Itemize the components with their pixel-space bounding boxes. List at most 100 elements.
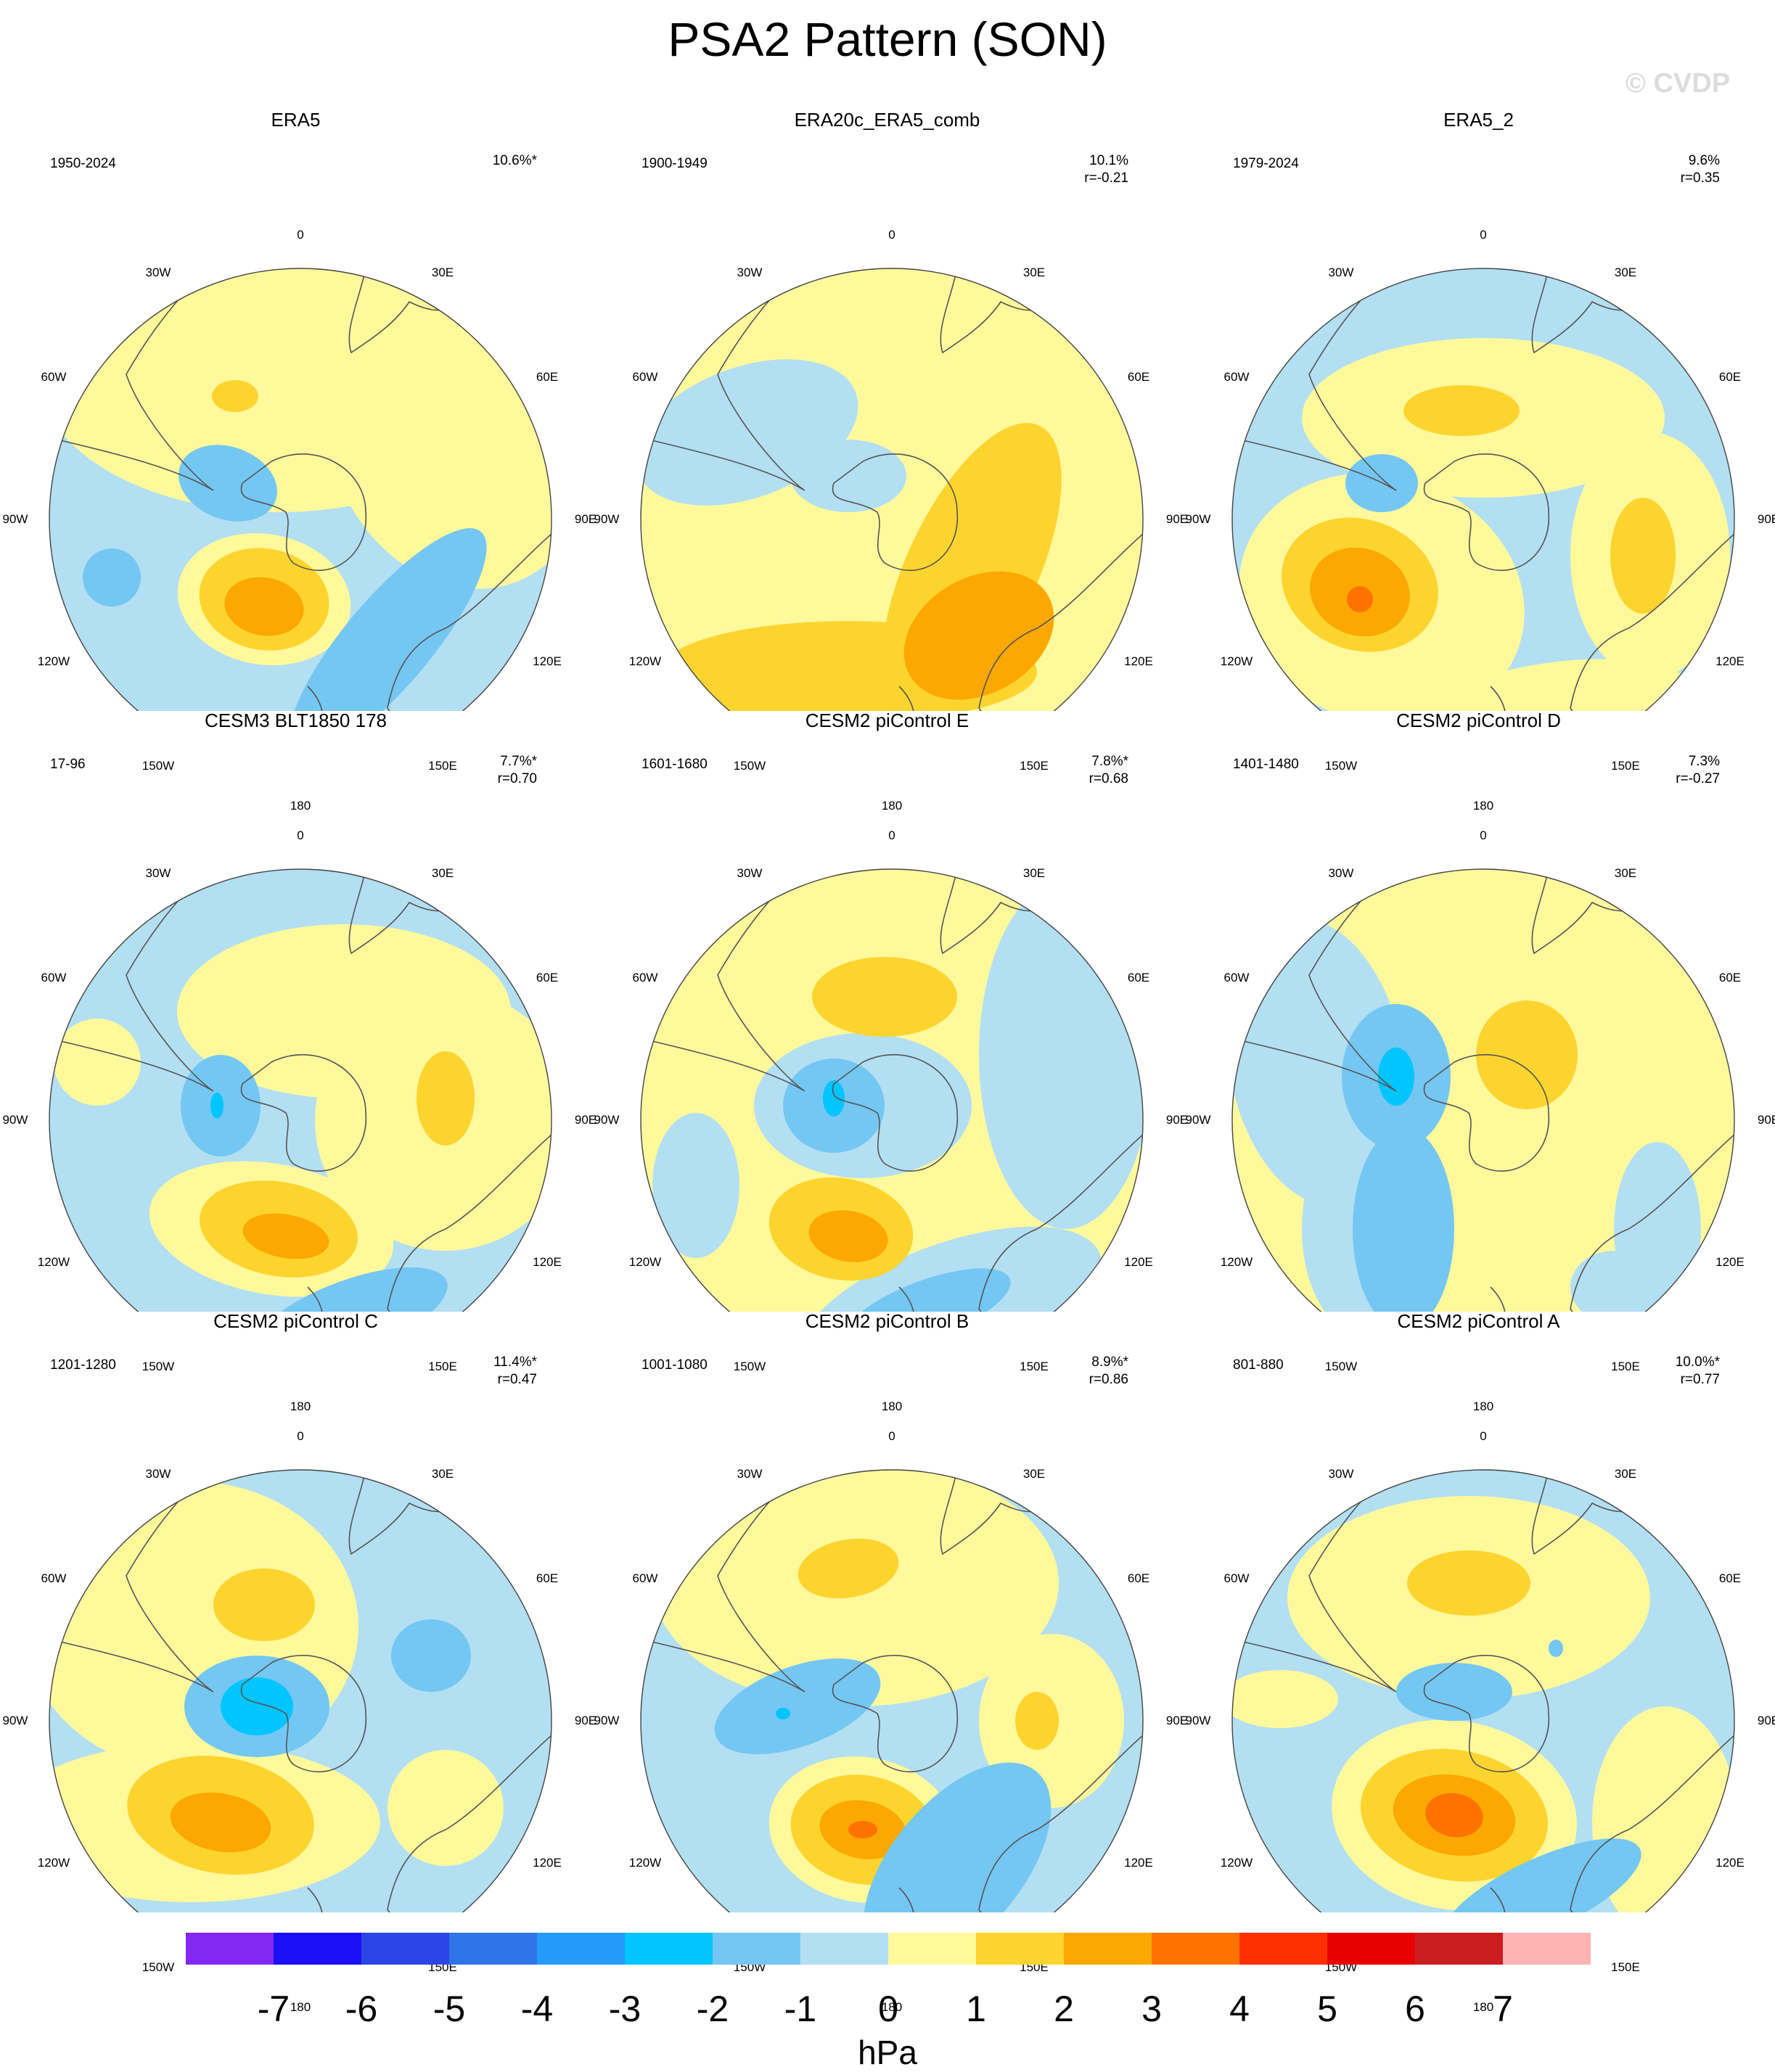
- coastline: [1239, 1470, 1397, 1693]
- contour-region: [714, 1658, 881, 1754]
- panel-percent: 8.9%*: [1091, 1354, 1128, 1370]
- longitude-label: 90E: [1165, 512, 1189, 526]
- longitude-label: 120W: [1220, 1856, 1253, 1870]
- coastline: [1531, 1470, 1644, 1555]
- longitude-label: 120E: [1124, 1856, 1153, 1870]
- longitude-label: 60E: [536, 971, 559, 984]
- longitude-label: 30E: [1614, 866, 1637, 880]
- longitude-label: 120E: [1715, 654, 1745, 668]
- contour-region: [391, 1619, 471, 1692]
- coastline: [285, 686, 324, 711]
- longitude-label: 120W: [628, 654, 662, 668]
- contour-region: [776, 1708, 790, 1719]
- panel-title: CESM3 BLT1850 178: [205, 710, 387, 731]
- coastline: [1468, 686, 1507, 711]
- longitude-label: 90W: [2, 512, 28, 526]
- colorbar-tick-label: -3: [608, 1989, 641, 2029]
- map-boundary: [49, 268, 552, 711]
- contour-region: [790, 440, 906, 512]
- longitude-label: 0: [888, 228, 895, 242]
- colorbar-swatch: [274, 1933, 361, 1965]
- map-panel: CESM2 piControl C 1201-1280 11.4%* r=0.47 0 1…: [0, 1310, 597, 2014]
- coastline: [940, 869, 1052, 955]
- longitude-label: 0: [1480, 829, 1487, 842]
- colorbar-swatch: [625, 1933, 713, 1965]
- contour-region: [863, 1762, 1052, 1912]
- longitude-label: 120E: [1715, 1255, 1745, 1269]
- longitude-label: 30W: [1328, 1467, 1354, 1481]
- panel-years: 801-880: [1233, 1357, 1284, 1373]
- longitude-label: 180: [881, 1399, 903, 1413]
- panel-title: CESM2 piControl E: [805, 710, 970, 731]
- panel-title: CESM2 piControl B: [805, 1310, 970, 1332]
- longitude-label: 30E: [1022, 866, 1046, 880]
- coastline: [877, 1887, 915, 1912]
- contour-region: [1347, 586, 1373, 612]
- map-panel: CESM2 piControl A 801-880 10.0%* r=0.77 0 180…: [1183, 1310, 1775, 2014]
- polar-map: [49, 868, 552, 1312]
- longitude-label: 90W: [2, 1714, 28, 1727]
- coastline: [1570, 1735, 1734, 1912]
- map-boundary: [49, 1469, 552, 1912]
- longitude-label: 90W: [594, 1113, 620, 1127]
- longitude-label: 90E: [1757, 512, 1775, 526]
- longitude-label: 150W: [142, 1960, 175, 1974]
- longitude-label: 30E: [1614, 1467, 1637, 1481]
- coastline: [57, 1470, 214, 1693]
- panel-percent: 10.0%*: [1675, 1354, 1720, 1370]
- colorbar-swatch: [1239, 1933, 1327, 1965]
- coastline: [940, 268, 1052, 354]
- longitude-label: 30W: [145, 866, 171, 880]
- panel-stats: 8.9%* r=0.86: [1012, 1354, 1128, 1389]
- colorbar-units: hPa: [858, 2034, 917, 2071]
- panel-years: 1201-1280: [50, 1357, 116, 1373]
- longitude-label: 30W: [1328, 266, 1354, 279]
- longitude-label: 60W: [1223, 1571, 1250, 1585]
- polar-map: [640, 268, 1144, 711]
- coastline: [1531, 869, 1644, 955]
- colorbar-tick-label: -4: [520, 1989, 554, 2029]
- coastline: [648, 1470, 805, 1693]
- colorbar-swatch: [1064, 1933, 1152, 1965]
- contour-region: [1015, 1692, 1059, 1750]
- coastline: [648, 268, 805, 491]
- longitude-label: 120W: [37, 654, 70, 668]
- coastline: [285, 1887, 324, 1912]
- contour-region: [1232, 1670, 1338, 1728]
- longitude-label: 30E: [1022, 1467, 1046, 1481]
- coastline: [1468, 1887, 1507, 1912]
- longitude-label: 150W: [142, 759, 175, 773]
- longitude-label: 30W: [145, 266, 171, 279]
- longitude-label: 120E: [533, 1255, 562, 1269]
- longitude-label: 90E: [574, 1714, 597, 1727]
- panel-years: 17-96: [50, 757, 86, 772]
- longitude-label: 180: [881, 2000, 903, 2014]
- longitude-label: 0: [297, 228, 304, 242]
- contour-region: [798, 1538, 899, 1599]
- colorbar-tick-label: 6: [1405, 1989, 1425, 2029]
- longitude-label: 180: [1472, 2000, 1494, 2014]
- panel-stats: 7.7%* r=0.70: [421, 753, 537, 788]
- coastline: [240, 1054, 366, 1172]
- longitude-label: 60E: [1718, 1571, 1742, 1585]
- longitude-label: 30E: [1614, 266, 1637, 279]
- longitude-label: 180: [1472, 1399, 1494, 1413]
- contour-region: [979, 881, 1143, 1229]
- coastline: [348, 869, 461, 955]
- contour-region: [1353, 1127, 1454, 1312]
- colorbar-swatch: [713, 1933, 800, 1965]
- map-panel: CESM2 piControl D 1401-1480 7.3% r=-0.27 0 18…: [1183, 710, 1775, 1413]
- panel-percent: 7.8%*: [1091, 754, 1128, 769]
- panel-correlation: r=0.47: [497, 1372, 537, 1387]
- panel-years: 1001-1080: [641, 1357, 708, 1373]
- longitude-label: 150E: [1020, 759, 1049, 773]
- panel-stats: 11.4%* r=0.47: [421, 1354, 537, 1389]
- coastline: [1468, 1286, 1507, 1312]
- panel-stats: 10.1% r=-0.21: [1012, 152, 1128, 187]
- contour-region: [210, 1093, 224, 1119]
- panel-title: ERA20c_ERA5_comb: [794, 109, 980, 131]
- longitude-label: 60E: [536, 370, 559, 384]
- coastline: [57, 268, 214, 491]
- coastline: [387, 1735, 552, 1912]
- longitude-label: 150E: [1611, 1360, 1640, 1373]
